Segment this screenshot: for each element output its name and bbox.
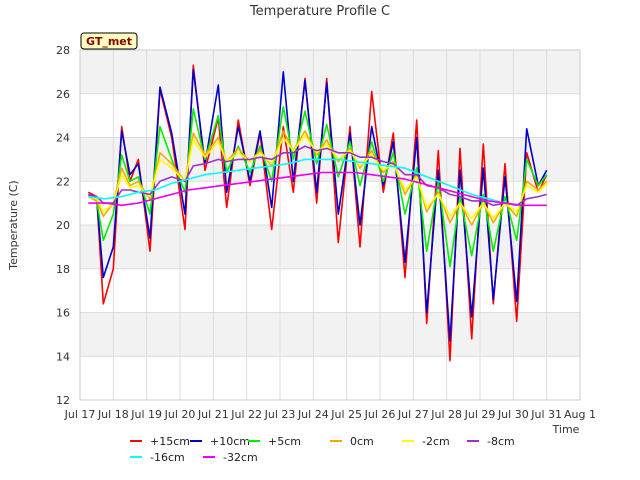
legend-label: +15cm xyxy=(150,435,190,448)
x-tick-label: Aug 1 xyxy=(564,408,596,421)
chart-title: Temperature Profile C xyxy=(249,4,390,19)
x-tick-labels: Jul 17 Jul 18 Jul 19 Jul 20 Jul 21 Jul 22 Jul … xyxy=(64,408,596,421)
x-tick-label: Jul 26 xyxy=(364,408,396,421)
y-tick-label: 16 xyxy=(56,307,70,320)
y-tick-label: 12 xyxy=(56,394,70,407)
legend: +15cm +10cm +5cm 0cm -2cm -8cm -16cm -32cm xyxy=(130,435,515,464)
legend-item: -2cm xyxy=(402,435,450,448)
series-line-8cm xyxy=(88,145,547,207)
plot-frame xyxy=(79,49,581,401)
x-tick-label: Jul 30 xyxy=(497,408,529,421)
plot-band xyxy=(80,312,580,357)
y-tick-label: 18 xyxy=(56,263,70,276)
x-tick-label: Jul 17 xyxy=(64,408,96,421)
y-tick-label: 24 xyxy=(56,132,70,145)
y-axis-label: Temperature (C) xyxy=(7,180,20,270)
gt-met-badge-label: GT_met xyxy=(86,35,132,48)
y-tick-label: 22 xyxy=(56,175,70,188)
legend-label: +10cm xyxy=(210,435,250,448)
legend-label: -32cm xyxy=(223,451,258,464)
series-line-16cm xyxy=(88,158,547,207)
x-axis-label: Time xyxy=(552,423,580,436)
x-tick-label: Jul 19 xyxy=(130,408,162,421)
legend-item: 0cm xyxy=(330,435,374,448)
y-tick-label: 20 xyxy=(56,219,70,232)
plot-band xyxy=(80,50,580,94)
legend-label: 0cm xyxy=(350,435,374,448)
x-tick-label: Jul 21 xyxy=(197,408,229,421)
series-lines xyxy=(87,64,548,362)
x-tick-label: Jul 28 xyxy=(430,408,462,421)
x-tick-label: Jul 31 xyxy=(530,408,562,421)
legend-item: -8cm xyxy=(467,435,515,448)
x-tick-label: Jul 20 xyxy=(164,408,196,421)
legend-label: -16cm xyxy=(150,451,185,464)
x-tick-label: Jul 29 xyxy=(464,408,496,421)
legend-item: -16cm xyxy=(130,451,185,464)
x-tick-label: Jul 23 xyxy=(264,408,296,421)
y-tick-label: 14 xyxy=(56,350,70,363)
gt-met-badge: GT_met xyxy=(80,32,138,50)
legend-item: +5cm xyxy=(248,435,301,448)
plot-band xyxy=(80,225,580,269)
y-tick-label: 28 xyxy=(56,44,70,57)
x-tick-label: Jul 25 xyxy=(330,408,362,421)
legend-label: +5cm xyxy=(268,435,301,448)
legend-item: +10cm xyxy=(190,435,250,448)
y-tick-label: 26 xyxy=(56,88,70,101)
y-tick-labels: 12 14 16 18 20 22 24 26 28 xyxy=(56,44,70,407)
legend-label: -8cm xyxy=(487,435,515,448)
legend-item: -32cm xyxy=(203,451,258,464)
legend-label: -2cm xyxy=(422,435,450,448)
series-line-32cm xyxy=(88,171,547,207)
legend-item: +15cm xyxy=(130,435,190,448)
x-tick-label: Jul 18 xyxy=(97,408,129,421)
x-tick-label: Jul 24 xyxy=(297,408,329,421)
x-tick-label: Jul 27 xyxy=(397,408,429,421)
x-tick-label: Jul 22 xyxy=(230,408,262,421)
